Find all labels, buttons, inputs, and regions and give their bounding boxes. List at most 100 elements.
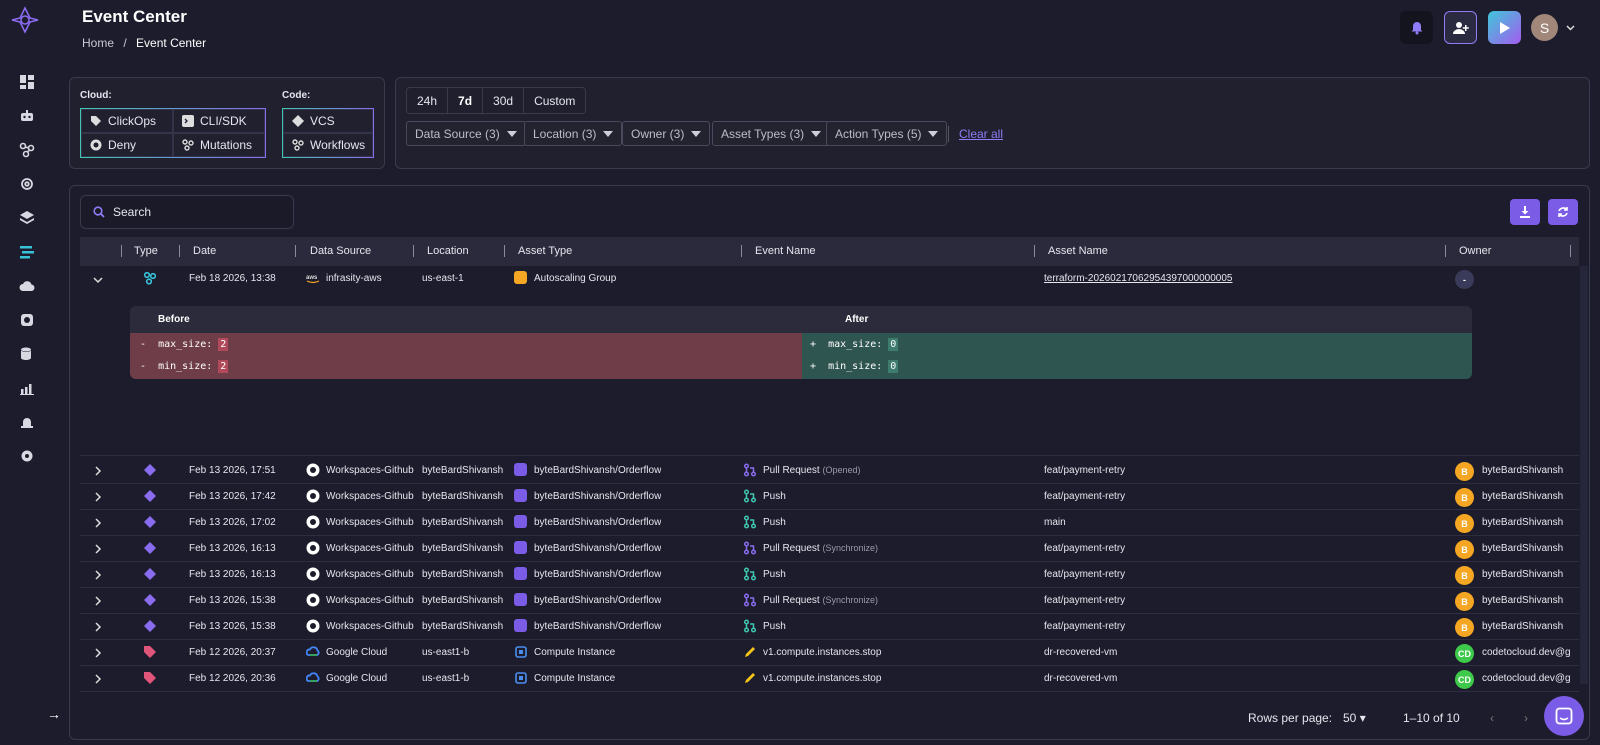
database-check-icon[interactable]	[17, 344, 37, 364]
event-owner: byteBardShivansh	[1482, 491, 1564, 502]
diff-view: Before After - max_size: 2 - min_size: 2…	[130, 306, 1472, 379]
pagination-range: 1–10 of 10	[1403, 711, 1460, 725]
chevron-right-icon[interactable]	[92, 621, 104, 633]
clear-all-link[interactable]: Clear all	[959, 127, 1004, 141]
event-owner: codetocloud.dev@g	[1482, 647, 1571, 658]
chevron-right-icon[interactable]	[92, 491, 104, 503]
prev-page-icon[interactable]: ‹	[1490, 711, 1494, 725]
dashboard-icon[interactable]	[17, 72, 37, 92]
breadcrumb-current: Event Center	[136, 36, 207, 50]
range-24h[interactable]: 24h	[407, 88, 449, 113]
range-7d[interactable]: 7d	[448, 88, 484, 113]
user-avatar[interactable]: S	[1531, 14, 1558, 41]
asset-name-link[interactable]: terraform-20260217062954397000000005	[1044, 273, 1233, 284]
col-asset-type[interactable]: Asset Type	[518, 245, 573, 257]
table-row[interactable]: Feb 13 2026, 17:42 Workspaces-Github byteB…	[80, 484, 1579, 510]
cli-sdk-toggle[interactable]: CLI/SDK	[173, 109, 265, 133]
mutations-toggle[interactable]: Mutations	[173, 133, 265, 157]
notifications-button[interactable]	[1400, 11, 1433, 44]
event-asset-type: Compute Instance	[534, 673, 616, 684]
event-asset-type: Compute Instance	[534, 647, 616, 658]
data-source-filter[interactable]: Data Source (3)	[406, 121, 526, 146]
gear-icon[interactable]	[17, 446, 37, 466]
table-scrollbar[interactable]	[1580, 266, 1588, 684]
settings-cog-icon[interactable]	[17, 174, 37, 194]
chat-button[interactable]	[1544, 696, 1584, 736]
app-logo-icon[interactable]	[10, 6, 40, 34]
deny-toggle[interactable]: Deny	[81, 133, 173, 157]
caret-down-icon	[691, 130, 702, 137]
robot-icon[interactable]	[17, 106, 37, 126]
google-cloud-icon	[306, 672, 320, 682]
sync-icon[interactable]	[17, 310, 37, 330]
table-row[interactable]: Feb 12 2026, 20:36 Google Cloud us-east1-b…	[80, 666, 1579, 692]
chevron-down-icon[interactable]	[92, 274, 104, 286]
event-name: Push	[763, 569, 786, 580]
event-name: Push	[763, 517, 786, 528]
graph-icon[interactable]	[17, 140, 37, 160]
rows-per-page-select[interactable]: 50 ▾	[1343, 711, 1366, 725]
table-row-expanded[interactable]: Feb 18 2026, 13:38 aws infrasity-aws us-…	[80, 266, 1579, 292]
col-asset-name[interactable]: Asset Name	[1048, 245, 1108, 257]
range-custom[interactable]: Custom	[534, 93, 576, 108]
chevron-right-icon[interactable]	[92, 517, 104, 529]
event-asset-type: byteBardShivansh/Orderflow	[534, 517, 662, 528]
git-icon	[144, 542, 156, 554]
asset-types-filter[interactable]: Asset Types (3)	[712, 121, 831, 146]
event-name: Pull Request (Opened)	[763, 465, 861, 476]
event-center-icon[interactable]	[17, 242, 37, 262]
diff-line: - max_size: 2	[140, 338, 229, 351]
collapse-sidebar-icon[interactable]: →	[47, 706, 61, 722]
col-location[interactable]: Location	[427, 245, 469, 257]
next-page-icon[interactable]: ›	[1524, 711, 1528, 725]
event-data-source: Workspaces-Github	[326, 595, 414, 606]
chevron-right-icon[interactable]	[92, 543, 104, 555]
workflows-toggle[interactable]: Workflows	[283, 133, 373, 157]
action-types-filter[interactable]: Action Types (5)	[826, 121, 948, 146]
add-user-button[interactable]	[1444, 11, 1477, 44]
event-date: Feb 13 2026, 17:42	[189, 491, 276, 502]
col-owner[interactable]: Owner	[1459, 245, 1492, 257]
chevron-right-icon[interactable]	[92, 647, 104, 659]
chevron-right-icon[interactable]	[92, 673, 104, 685]
col-event-name[interactable]: Event Name	[755, 245, 816, 257]
table-row[interactable]: Feb 13 2026, 17:51 Workspaces-Github byteB…	[80, 458, 1579, 484]
event-name: v1.compute.instances.stop	[763, 647, 882, 658]
analytics-icon[interactable]	[17, 378, 37, 398]
owner-avatar: B	[1455, 592, 1474, 611]
alarm-icon[interactable]	[17, 412, 37, 432]
play-icon	[1499, 21, 1510, 34]
event-name: Push	[763, 621, 786, 632]
cloud-check-icon[interactable]	[17, 276, 37, 296]
table-row[interactable]: Feb 13 2026, 16:13 Workspaces-Github byteB…	[80, 562, 1579, 588]
vcs-toggle[interactable]: VCS	[283, 109, 373, 133]
chevron-right-icon[interactable]	[92, 569, 104, 581]
clickops-toggle[interactable]: ClickOps	[81, 109, 173, 133]
table-row[interactable]: Feb 13 2026, 16:13 Workspaces-Github byteB…	[80, 536, 1579, 562]
chevron-down-icon[interactable]	[1566, 25, 1575, 31]
range-30d[interactable]: 30d	[483, 88, 525, 113]
event-asset-type: byteBardShivansh/Orderflow	[534, 595, 662, 606]
table-row[interactable]: Feb 13 2026, 15:38 Workspaces-Github byteB…	[80, 614, 1579, 640]
layers-icon[interactable]	[17, 208, 37, 228]
event-asset-type: byteBardShivansh/Orderflow	[534, 621, 662, 632]
play-button[interactable]	[1488, 11, 1521, 44]
search-input[interactable]: Search	[80, 195, 294, 229]
owner-filter[interactable]: Owner (3)	[622, 121, 711, 146]
event-owner: byteBardShivansh	[1482, 517, 1564, 528]
location-filter[interactable]: Location (3)	[524, 121, 623, 146]
chevron-right-icon[interactable]	[92, 465, 104, 477]
breadcrumb-home[interactable]: Home	[82, 36, 115, 50]
download-button[interactable]	[1510, 199, 1540, 225]
col-date[interactable]: Date	[193, 245, 217, 257]
table-row[interactable]: Feb 12 2026, 20:37 Google Cloud us-east1-b…	[80, 640, 1579, 666]
table-row[interactable]: Feb 13 2026, 17:02 Workspaces-Github byteB…	[80, 510, 1579, 536]
table-row[interactable]: Feb 13 2026, 15:38 Workspaces-Github byteB…	[80, 588, 1579, 614]
owner-avatar: B	[1455, 514, 1474, 533]
col-data-source[interactable]: Data Source	[310, 245, 372, 257]
event-name: Pull Request (Synchronize)	[763, 543, 879, 554]
event-date: Feb 13 2026, 16:13	[189, 543, 276, 554]
refresh-button[interactable]	[1548, 199, 1578, 225]
chevron-right-icon[interactable]	[92, 595, 104, 607]
col-type[interactable]: Type	[134, 245, 158, 257]
